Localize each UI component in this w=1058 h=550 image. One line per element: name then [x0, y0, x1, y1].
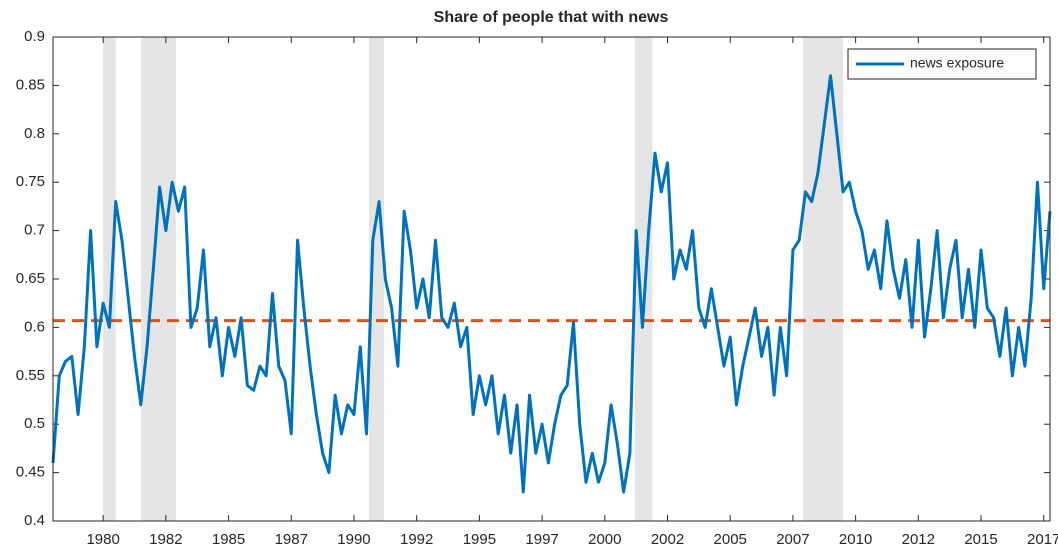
x-tick-label: 1985 [212, 531, 245, 548]
x-tick-label: 1992 [400, 531, 433, 548]
x-tick-label: 2012 [902, 531, 935, 548]
x-tick-label: 1980 [86, 531, 119, 548]
y-tick-label: 0.6 [24, 318, 45, 335]
y-tick-label: 0.55 [16, 367, 45, 384]
y-tick-label: 0.75 [16, 173, 45, 190]
x-tick-label: 2007 [776, 531, 809, 548]
x-tick-label: 1982 [149, 531, 182, 548]
shaded-region [634, 37, 653, 521]
x-tick-label: 2005 [714, 531, 747, 548]
x-tick-label: 2010 [839, 531, 872, 548]
x-tick-label: 2017 [1027, 531, 1058, 548]
chart-title: Share of people that with news [434, 9, 669, 26]
y-tick-label: 0.65 [16, 270, 45, 287]
y-tick-label: 0.85 [16, 76, 45, 93]
shaded-region [103, 37, 116, 521]
x-tick-label: 1990 [337, 531, 370, 548]
plot-frame [52, 36, 1051, 522]
shaded-region [369, 37, 385, 521]
x-tick-label: 2000 [588, 531, 621, 548]
data-line [51, 74, 1052, 494]
y-tick-label: 0.45 [16, 464, 45, 481]
x-tick-label: 2002 [651, 531, 684, 548]
x-tick-label: 1987 [275, 531, 308, 548]
legend-label: news exposure [910, 55, 1004, 71]
shaded-region [802, 37, 844, 521]
x-tick-label: 2015 [964, 531, 997, 548]
y-tick-label: 0.9 [24, 28, 45, 45]
x-tick-label: 1995 [463, 531, 496, 548]
y-tick-label: 0.4 [24, 512, 45, 529]
y-tick-label: 0.7 [24, 222, 45, 239]
y-tick-label: 0.8 [24, 125, 45, 142]
x-tick-label: 1997 [525, 531, 558, 548]
y-tick-label: 0.5 [24, 415, 45, 432]
shaded-region [140, 37, 176, 521]
